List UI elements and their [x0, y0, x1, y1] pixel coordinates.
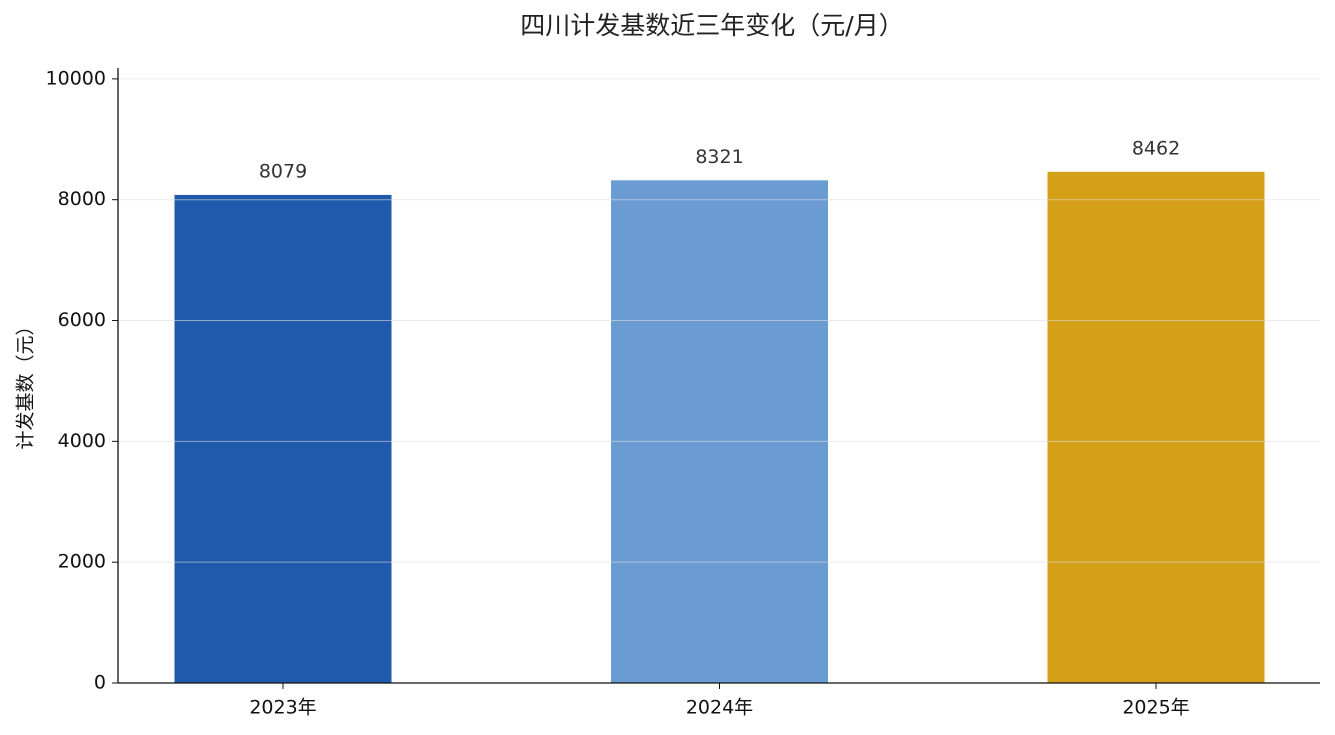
y-axis-label: 计发基数（元） — [15, 316, 37, 449]
y-tick-label: 0 — [94, 672, 106, 694]
y-tick-label: 10000 — [46, 67, 106, 89]
y-tick-label: 2000 — [58, 551, 106, 573]
y-tick-label: 8000 — [58, 188, 106, 210]
x-tick-label: 2024年 — [686, 697, 753, 719]
bar — [1047, 171, 1265, 683]
bar — [174, 194, 392, 683]
x-tick-label: 2023年 — [249, 697, 316, 719]
value-label: 8462 — [1132, 137, 1180, 159]
y-tick-label: 4000 — [58, 430, 106, 452]
chart-title: 四川计发基数近三年变化（元/月） — [520, 11, 903, 40]
value-label: 8079 — [259, 160, 307, 182]
x-tick-label: 2025年 — [1122, 697, 1189, 719]
bar — [611, 180, 828, 683]
y-tick-label: 6000 — [58, 309, 106, 331]
value-label: 8321 — [695, 146, 743, 168]
